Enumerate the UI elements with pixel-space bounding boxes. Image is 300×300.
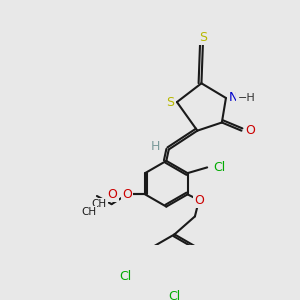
Text: O: O [122,188,132,201]
Text: Cl: Cl [214,161,226,174]
Text: O: O [107,188,117,201]
Text: CH: CH [92,199,107,209]
Text: N: N [228,92,238,104]
Text: Cl: Cl [168,290,181,300]
Text: H: H [151,140,160,154]
Text: Cl: Cl [119,269,131,283]
Text: S: S [199,31,207,44]
Text: CH: CH [81,207,96,217]
Text: O: O [194,194,204,207]
Text: O: O [245,124,255,137]
Text: S: S [167,96,175,109]
Text: −H: −H [237,93,255,103]
